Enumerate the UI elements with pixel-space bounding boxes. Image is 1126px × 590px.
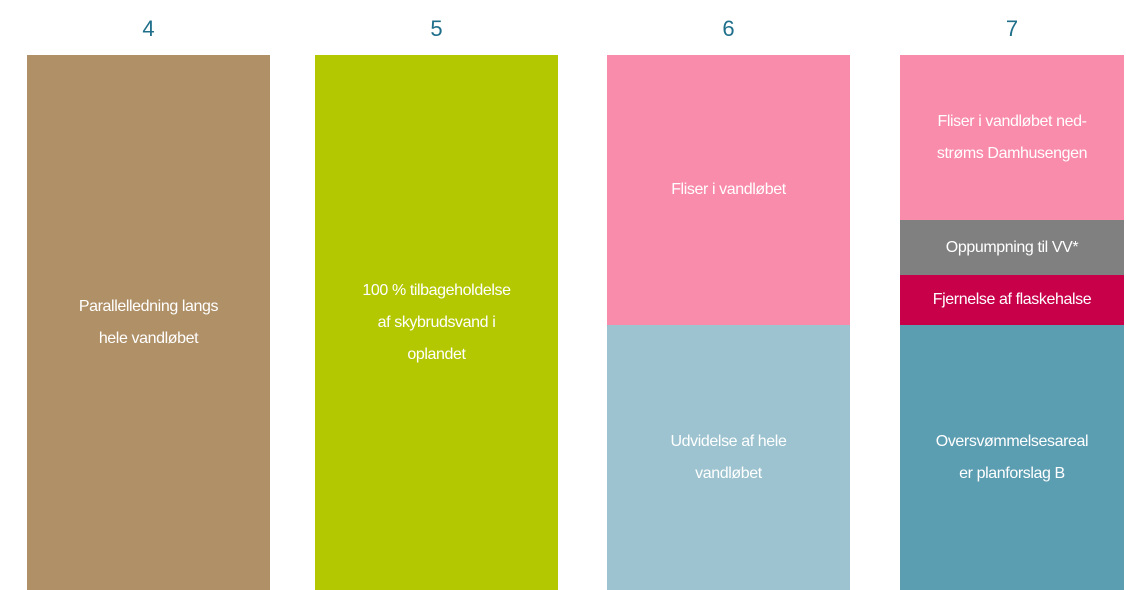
block-line: af skybrudsvand i xyxy=(377,313,496,331)
block: Parallelledning langs hele vandløbet xyxy=(27,55,270,590)
block-line: er planforslag B xyxy=(959,464,1065,482)
block: Oppumpning til VV* xyxy=(900,220,1124,275)
block-line: Fliser i vandløbet ned- xyxy=(937,112,1087,130)
block-line: Fjernelse af flaskehalse xyxy=(932,291,1092,308)
block: Fliser i vandløbet xyxy=(607,55,850,325)
block: Fliser i vandløbet ned- strøms Damhuseng… xyxy=(900,55,1124,220)
column-number: 6 xyxy=(722,16,735,41)
block: Oversvømmelsesareal er planforslag B xyxy=(900,325,1124,590)
block-line: Oversvømmelsesareal xyxy=(935,432,1089,450)
block-line: hele vandløbet xyxy=(98,329,199,347)
block-line: Parallelledning langs xyxy=(78,297,219,315)
block-line: Udvidelse af hele xyxy=(670,432,787,450)
block: Fjernelse af flaskehalse xyxy=(900,275,1124,325)
block-line: vandløbet xyxy=(695,464,762,482)
block: Udvidelse af hele vandløbet xyxy=(607,325,850,590)
column-number: 4 xyxy=(142,16,155,41)
column-number: 5 xyxy=(430,16,443,41)
block-line: Oppumpning til VV* xyxy=(945,238,1079,256)
column-number: 7 xyxy=(1005,16,1019,41)
block-line: 100 % tilbageholdelse xyxy=(362,281,511,299)
block-line: Fliser i vandløbet xyxy=(671,181,786,198)
block: 100 % tilbageholdelse af skybrudsvand i … xyxy=(315,55,558,590)
block-line: strøms Damhusengen xyxy=(936,144,1088,162)
block-line: oplandet xyxy=(407,345,466,363)
